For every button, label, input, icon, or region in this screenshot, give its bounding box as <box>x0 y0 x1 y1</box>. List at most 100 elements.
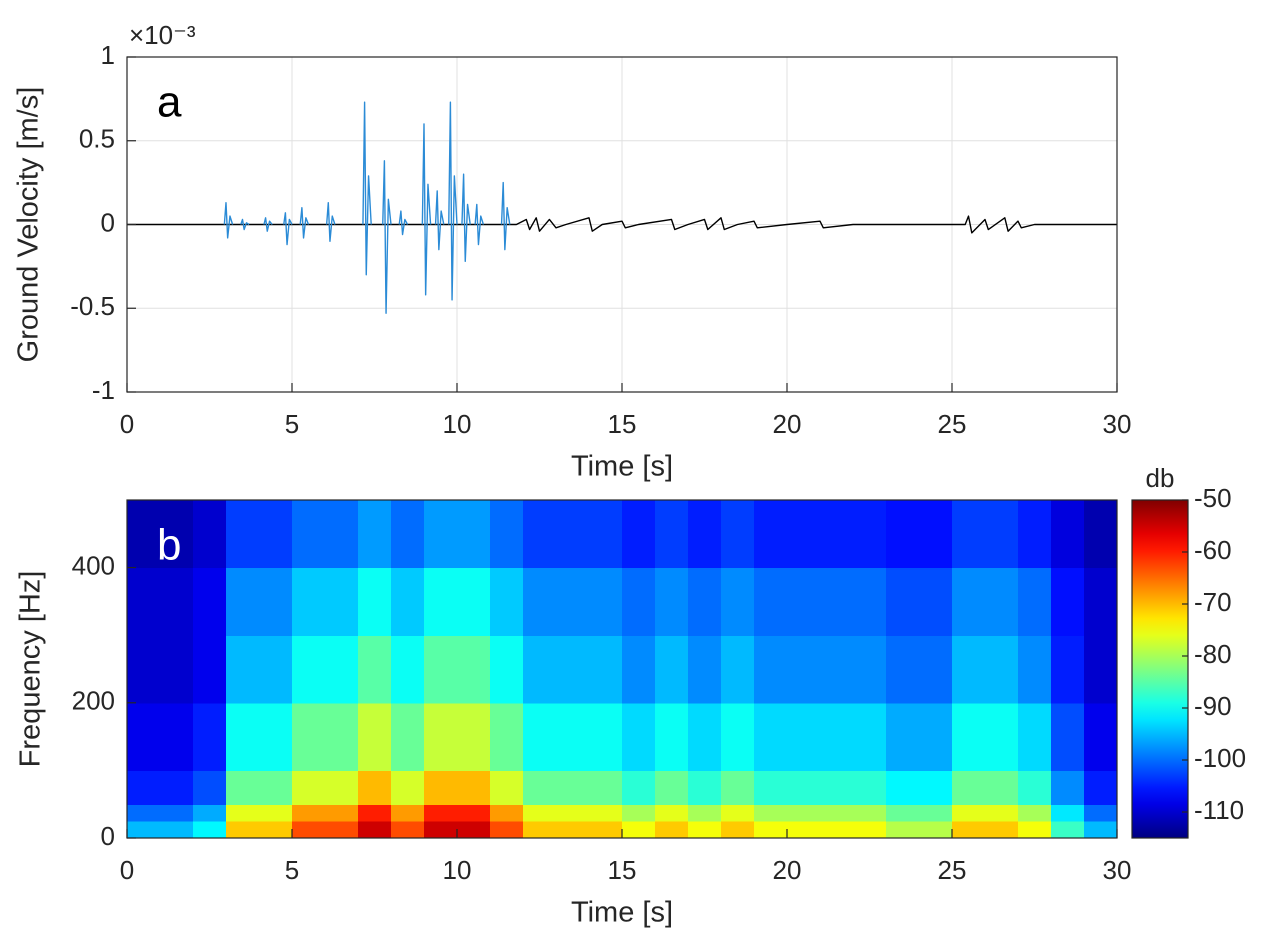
spectrogram-cell <box>325 821 359 839</box>
x-tick-label: 30 <box>1103 855 1132 885</box>
spectrogram-cell <box>985 770 1019 805</box>
spectrogram-cell <box>523 821 557 839</box>
spectrogram-cell <box>655 702 689 771</box>
spectrogram-cell <box>622 635 656 704</box>
y-tick-label: 400 <box>72 550 115 580</box>
spectrogram-cell <box>358 770 392 805</box>
spectrogram-cell <box>292 821 326 839</box>
x-tick-label: 20 <box>773 409 802 439</box>
spectrogram-cell <box>688 821 722 839</box>
spectrogram-cell <box>985 702 1019 771</box>
spectrogram-cell <box>160 770 194 805</box>
spectrogram-cell <box>1051 821 1085 839</box>
spectrogram-cell <box>292 500 326 569</box>
spectrogram-cell <box>160 804 194 822</box>
panel-letter: a <box>157 78 182 127</box>
waveform <box>127 215 1117 234</box>
colorbar-tick-label: -60 <box>1194 535 1232 565</box>
spectrogram-cell <box>391 635 425 704</box>
spectrogram-cell <box>292 635 326 704</box>
spectrogram-cell <box>457 821 491 839</box>
spectrogram-cell <box>1018 567 1052 636</box>
spectrogram-cell <box>688 702 722 771</box>
spectrogram-cell <box>457 804 491 822</box>
spectrogram-cell <box>754 635 788 704</box>
spectrogram-cell <box>952 702 986 771</box>
spectrogram-cell <box>787 635 821 704</box>
spectrogram-cell <box>490 567 524 636</box>
spectrogram-cell <box>985 821 1019 839</box>
spectrogram-cell <box>259 702 293 771</box>
spectrogram-cell <box>424 635 458 704</box>
spectrogram-cell <box>457 635 491 704</box>
spectrogram-cell <box>292 770 326 805</box>
spectrogram-cell <box>556 702 590 771</box>
colorbar-label: db <box>1146 463 1175 493</box>
spectrogram-cell <box>325 635 359 704</box>
spectrogram-cell <box>1051 702 1085 771</box>
spectrogram-cell <box>457 770 491 805</box>
spectrogram-cell <box>1018 770 1052 805</box>
spectrogram-cell <box>490 635 524 704</box>
spectrogram-cell <box>622 770 656 805</box>
spectrogram-cell <box>688 770 722 805</box>
spectrogram-cell <box>424 821 458 839</box>
spectrogram-cell <box>556 804 590 822</box>
waveform <box>223 101 511 314</box>
spectrogram-cell <box>490 821 524 839</box>
spectrogram-cell <box>622 702 656 771</box>
spectrogram-cell <box>820 702 854 771</box>
spectrogram-cell <box>721 770 755 805</box>
y-tick-label: 0 <box>101 207 115 237</box>
spectrogram-cell <box>1018 500 1052 569</box>
spectrogram-cell <box>1084 702 1118 771</box>
spectrogram-cell <box>523 770 557 805</box>
spectrogram-cell <box>688 500 722 569</box>
spectrogram-cell <box>292 804 326 822</box>
colorbar-tick-label: -50 <box>1194 483 1232 513</box>
spectrogram-cell <box>952 635 986 704</box>
spectrogram-cell <box>424 500 458 569</box>
spectrogram-cell <box>457 567 491 636</box>
spectrogram-cell <box>886 821 920 839</box>
spectrogram-cell <box>919 702 953 771</box>
spectrogram-cell <box>952 804 986 822</box>
spectrogram-cell <box>589 500 623 569</box>
spectrogram-cell <box>127 635 161 704</box>
spectrogram-cell <box>787 821 821 839</box>
spectrogram-cell <box>787 567 821 636</box>
spectrogram-cell <box>853 770 887 805</box>
colorbar <box>1132 500 1188 838</box>
x-tick-label: 15 <box>608 855 637 885</box>
spectrogram-cell <box>358 500 392 569</box>
spectrogram-cell <box>721 702 755 771</box>
spectrogram-cell <box>193 567 227 636</box>
spectrogram-cell <box>589 770 623 805</box>
x-tick-label: 5 <box>285 855 299 885</box>
spectrogram-cell <box>226 567 260 636</box>
spectrogram-cell <box>886 770 920 805</box>
spectrogram-cell <box>193 500 227 569</box>
spectrogram-cell <box>655 567 689 636</box>
spectrogram-cell <box>886 702 920 771</box>
spectrogram-cell <box>1084 821 1118 839</box>
spectrogram-cell <box>985 635 1019 704</box>
colorbar-tick-label: -100 <box>1194 743 1246 773</box>
spectrogram-cell <box>457 500 491 569</box>
spectrogram-cell <box>556 567 590 636</box>
spectrogram-cell <box>325 804 359 822</box>
y-tick-label: 0 <box>101 821 115 851</box>
spectrogram-cell <box>556 770 590 805</box>
spectrogram-cell <box>358 821 392 839</box>
colorbar-tick-label: -110 <box>1194 795 1244 825</box>
spectrogram-cell <box>886 804 920 822</box>
spectrogram-cell <box>226 821 260 839</box>
spectrogram-cell <box>259 567 293 636</box>
spectrogram-cell <box>1018 635 1052 704</box>
spectrogram-cell <box>787 500 821 569</box>
spectrogram-cell <box>985 500 1019 569</box>
spectrogram-cell <box>1051 635 1085 704</box>
spectrogram-cell <box>523 500 557 569</box>
spectrogram-cell <box>1051 567 1085 636</box>
spectrogram-cell <box>127 500 161 569</box>
